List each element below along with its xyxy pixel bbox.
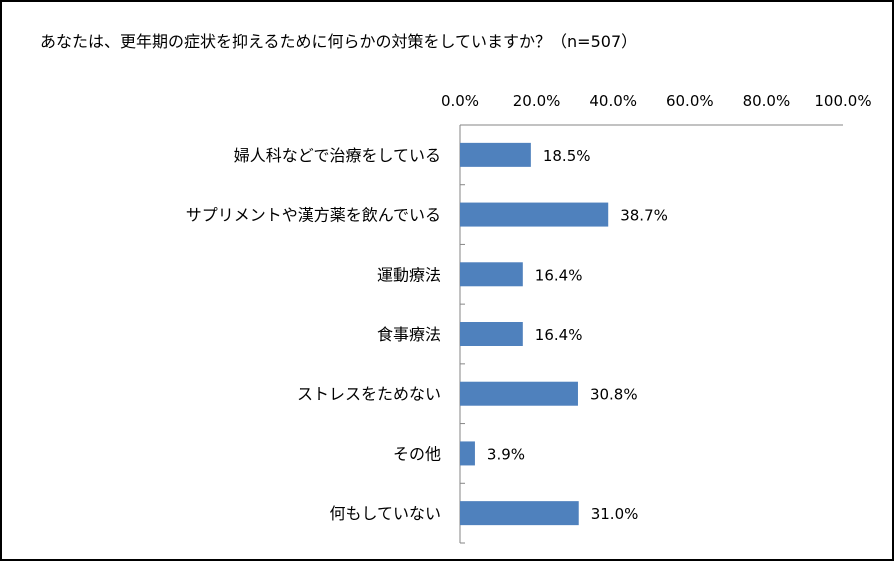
- bar: [460, 501, 579, 526]
- category-label: サプリメントや漢方薬を飲んでいる: [186, 206, 441, 225]
- bar: [460, 381, 578, 406]
- category-label: 食事療法: [377, 325, 441, 344]
- category-label: 婦人科などで治療をしている: [234, 146, 441, 165]
- data-label: 3.9%: [487, 445, 525, 463]
- chart-title: あなたは、更年期の症状を抑えるために何らかの対策をしていますか？（n=507）: [40, 32, 638, 51]
- data-label: 30.8%: [590, 386, 638, 404]
- category-label: 運動療法: [377, 265, 441, 284]
- x-tick-label: 0.0%: [441, 92, 479, 110]
- x-tick-label: 60.0%: [666, 92, 714, 110]
- x-tick-label: 40.0%: [589, 92, 637, 110]
- x-tick-label: 100.0%: [814, 92, 871, 110]
- bar: [460, 262, 523, 287]
- x-tick-label: 20.0%: [513, 92, 561, 110]
- data-label: 18.5%: [543, 147, 591, 165]
- bar: [460, 441, 475, 466]
- data-label: 38.7%: [620, 207, 668, 225]
- data-label: 16.4%: [535, 326, 583, 344]
- bar: [460, 202, 609, 227]
- bar: [460, 142, 531, 167]
- category-label: その他: [393, 444, 441, 463]
- data-label: 16.4%: [535, 266, 583, 284]
- x-tick-label: 80.0%: [743, 92, 791, 110]
- category-label: 何もしていない: [329, 504, 441, 523]
- category-label: ストレスをためない: [297, 385, 441, 404]
- bar: [460, 322, 523, 346]
- data-label: 31.0%: [591, 505, 639, 523]
